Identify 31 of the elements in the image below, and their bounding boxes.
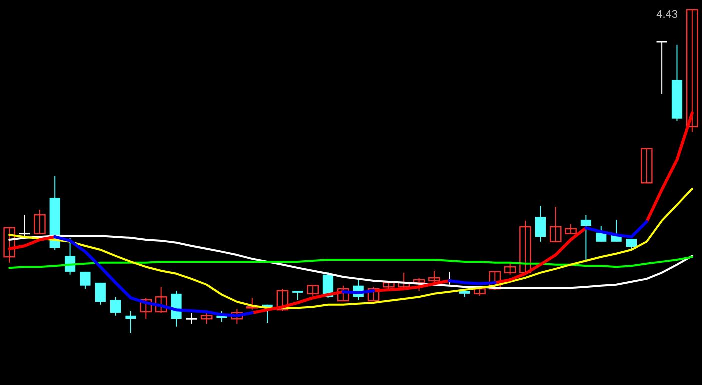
candlestick bbox=[276, 288, 289, 312]
candlestick bbox=[550, 206, 562, 243]
candlestick bbox=[489, 271, 502, 291]
candlestick bbox=[95, 282, 106, 306]
candlestick bbox=[231, 308, 244, 324]
candlestick bbox=[565, 224, 577, 234]
candlestick bbox=[656, 41, 668, 94]
candlestick bbox=[80, 271, 91, 290]
candlestick bbox=[596, 226, 607, 242]
candlestick bbox=[520, 220, 532, 274]
candlestick bbox=[292, 290, 304, 301]
annotation: 4.43 bbox=[656, 9, 678, 21]
candlestick bbox=[413, 278, 426, 292]
candlestick bbox=[4, 227, 16, 264]
candlestick bbox=[640, 148, 653, 184]
candlestick bbox=[246, 298, 258, 311]
candlestick bbox=[18, 214, 31, 238]
candlestick bbox=[307, 285, 319, 296]
candlestick bbox=[110, 296, 122, 316]
candlestick bbox=[200, 312, 213, 324]
candlestick bbox=[428, 270, 440, 284]
candlestick bbox=[34, 209, 46, 234]
candlestick bbox=[686, 9, 698, 133]
candlestick bbox=[580, 214, 592, 260]
candlestick bbox=[140, 298, 152, 320]
candlestick bbox=[338, 285, 350, 302]
candlestick bbox=[504, 261, 516, 276]
candlestick bbox=[535, 206, 546, 242]
candlestick bbox=[186, 312, 198, 324]
candlestick bbox=[155, 286, 168, 314]
candlestick bbox=[368, 286, 380, 302]
